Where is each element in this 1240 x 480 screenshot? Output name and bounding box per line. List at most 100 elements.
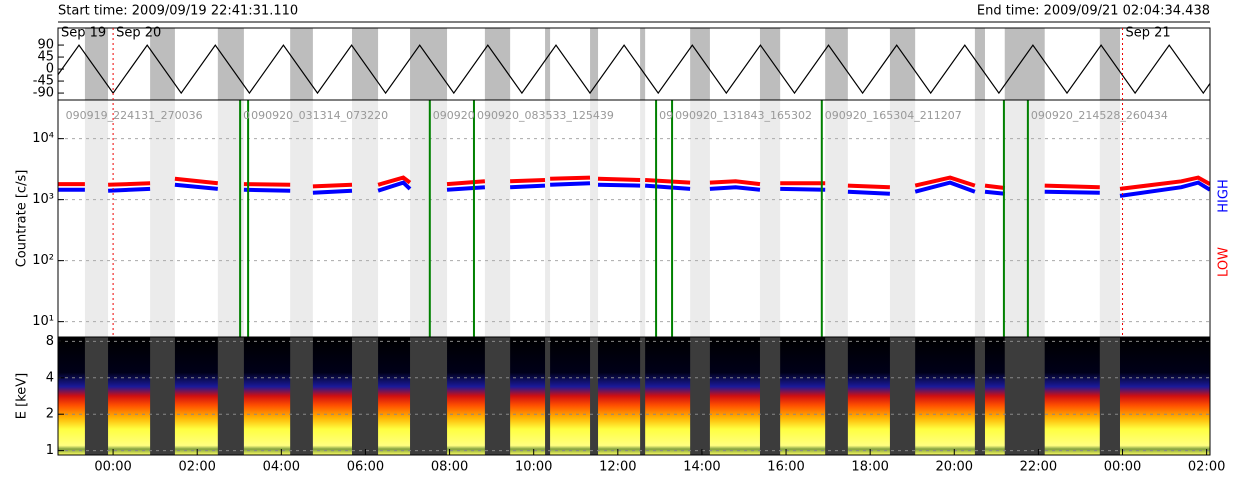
spectrogram-block <box>378 337 411 455</box>
gap-band <box>759 28 781 100</box>
spectrogram-block <box>645 337 691 455</box>
spectrogram-block <box>847 337 890 455</box>
gap-band <box>1099 100 1120 337</box>
y-tick-label: 45 <box>37 50 54 65</box>
gap-band <box>484 28 511 100</box>
gap-band <box>545 28 551 100</box>
spectrogram-block <box>550 337 591 455</box>
segment-label: 090920 <box>433 109 475 122</box>
y-tick-label: 10² <box>32 253 54 268</box>
gap-band <box>590 100 599 337</box>
spectrogram-block <box>58 337 85 455</box>
gap-band <box>825 100 848 337</box>
gap-band <box>889 100 916 337</box>
x-tick-label: 12:00 <box>599 460 636 475</box>
gap-band <box>290 100 313 337</box>
gap-band <box>889 28 916 100</box>
spectrogram-block <box>174 337 218 455</box>
x-tick-label: 06:00 <box>347 460 384 475</box>
end-time: End time: 2009/09/21 02:04:34.438 <box>977 4 1210 19</box>
gap-band <box>150 100 175 337</box>
y-tick-label: -90 <box>33 86 54 101</box>
panel: 10¹ 10² 10³ 10⁴ Countrate [c/s] 090919_224131… <box>15 99 1232 338</box>
gap-band <box>410 28 448 100</box>
x-tick-label: 00:00 <box>1104 460 1141 475</box>
y-tick-label: 10³ <box>32 192 54 207</box>
gap-band <box>759 100 781 337</box>
data-line <box>58 180 1210 198</box>
x-tick-label: 04:00 <box>263 460 300 475</box>
legend-entry: HIGH <box>1217 179 1232 212</box>
panel-body <box>58 337 1210 455</box>
gap-band <box>290 28 313 100</box>
y-tick-label: -45 <box>33 74 54 89</box>
data-line <box>58 175 1210 191</box>
legend-entry: LOW <box>1217 247 1232 277</box>
y-axis-label: E [keV] <box>15 373 30 419</box>
gap-band <box>690 28 710 100</box>
segment-label: 090920_131843_165302 <box>675 109 812 122</box>
gap-band <box>690 100 710 337</box>
x-tick-label: 14:00 <box>683 460 720 475</box>
x-tick-label: 10:00 <box>515 460 552 475</box>
start-time: Start time: 2009/09/19 22:41:31.110 <box>58 4 298 19</box>
panel-frame <box>57 336 1211 456</box>
spectrogram-block <box>312 337 352 455</box>
spectrogram-block <box>709 337 760 455</box>
spectrogram-block <box>984 337 1005 455</box>
segment-label: 090920_214528_260434 <box>1031 109 1168 122</box>
x-tick-label: 08:00 <box>431 460 468 475</box>
x-tick-label: 02:00 <box>178 460 215 475</box>
gap-band <box>84 100 109 337</box>
y-tick-label: 4 <box>46 370 54 385</box>
date-label: Sep 19 <box>61 26 106 41</box>
date-label: Sep 21 <box>1126 26 1171 41</box>
gap-band <box>545 100 551 337</box>
y-tick-label: 2 <box>46 407 54 422</box>
spectrogram-block <box>510 337 546 455</box>
panel-body <box>58 100 1210 337</box>
gap-band <box>974 28 985 100</box>
spectrogram-block <box>598 337 641 455</box>
y-tick-label: 10¹ <box>32 314 54 329</box>
date-label: Sep 20 <box>116 26 161 41</box>
gap-band <box>1004 100 1045 337</box>
x-tick-label: 16:00 <box>767 460 804 475</box>
x-tick-label: 02:00 <box>1188 460 1225 475</box>
spectrogram-block <box>780 337 826 455</box>
x-tick-label: 00:00 <box>94 460 131 475</box>
gap-band <box>590 28 599 100</box>
spectrogram-block <box>915 337 975 455</box>
segment-label: 090919_224131_270036 <box>66 109 203 122</box>
x-tick-label: 20:00 <box>936 460 973 475</box>
gap-band <box>1099 28 1120 100</box>
panel: 1 2 4 8 E [keV] <box>15 334 1211 458</box>
segment-label: 09 <box>659 109 673 122</box>
spectrogram-block <box>1044 337 1100 455</box>
spectrogram-block <box>1119 337 1210 455</box>
x-tick-label: 18:00 <box>851 460 888 475</box>
y-axis-label: Countrate [c/s] <box>15 170 30 268</box>
x-tick-label: 22:00 <box>1020 460 1057 475</box>
gap-band <box>974 100 985 337</box>
segment-label: 090920_083533_125439 <box>477 109 614 122</box>
spectrogram-block <box>447 337 485 455</box>
y-tick-label: 10⁴ <box>32 131 54 146</box>
gap-band <box>410 100 448 337</box>
y-tick-label: 1 <box>46 443 54 458</box>
segment-label: 0 <box>243 109 250 122</box>
gap-band <box>84 28 109 100</box>
y-tick-label: 0 <box>46 62 54 77</box>
data-line <box>58 44 1210 95</box>
segment-label: 090920_165304_211207 <box>825 109 962 122</box>
segment-label: 090920_031314_073220 <box>251 109 388 122</box>
gap-band <box>640 100 646 337</box>
spectrogram-block <box>108 337 151 455</box>
gap-band <box>217 28 244 100</box>
gap-band <box>825 28 848 100</box>
gap-band <box>150 28 175 100</box>
gap-band <box>351 100 379 337</box>
